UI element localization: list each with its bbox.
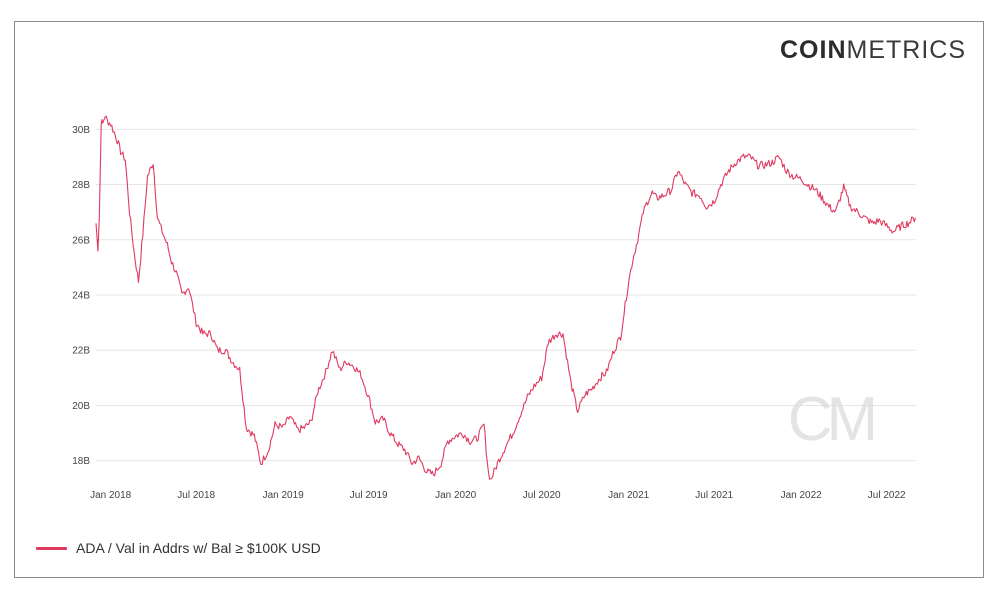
chart-frame <box>14 21 984 578</box>
x-tick-label: Jan 2021 <box>608 490 650 501</box>
y-tick-label: 20B <box>72 401 90 412</box>
legend-label: ADA / Val in Addrs w/ Bal ≥ $100K USD <box>76 540 321 556</box>
y-tick-label: 18B <box>72 456 90 467</box>
series-line <box>95 115 917 480</box>
x-tick-label: Jul 2020 <box>523 490 561 501</box>
y-tick-label: 26B <box>72 235 90 246</box>
x-tick-label: Jul 2021 <box>695 490 733 501</box>
y-tick-label: 24B <box>72 291 90 302</box>
logo-light-text: METRICS <box>846 36 966 64</box>
series-layer <box>95 115 917 480</box>
x-tick-label: Jan 2019 <box>263 490 305 501</box>
legend[interactable]: ADA / Val in Addrs w/ Bal ≥ $100K USD <box>36 540 321 556</box>
logo-bold-text: COIN <box>780 36 847 64</box>
x-tick-label: Jan 2020 <box>435 490 477 501</box>
legend-swatch <box>36 546 67 550</box>
x-tick-label: Jul 2018 <box>177 490 215 501</box>
watermark-text: CM <box>788 385 874 454</box>
y-axis-ticks: 18B 20B 22B 24B 26B 28B 30B <box>72 125 90 467</box>
x-tick-label: Jan 2018 <box>90 490 132 501</box>
y-tick-label: 22B <box>72 346 90 357</box>
x-axis-ticks: Jan 2018 Jul 2018 Jan 2019 Jul 2019 Jan 2020… <box>90 490 906 501</box>
x-tick-label: Jul 2022 <box>868 490 906 501</box>
x-tick-label: Jan 2022 <box>781 490 823 501</box>
y-tick-label: 30B <box>72 125 90 136</box>
coinmetrics-logo: COINMETRICS <box>780 36 966 65</box>
x-tick-label: Jul 2019 <box>350 490 388 501</box>
grid-lines <box>96 128 916 462</box>
cm-watermark: CM <box>788 385 880 454</box>
y-tick-label: 28B <box>72 180 90 191</box>
